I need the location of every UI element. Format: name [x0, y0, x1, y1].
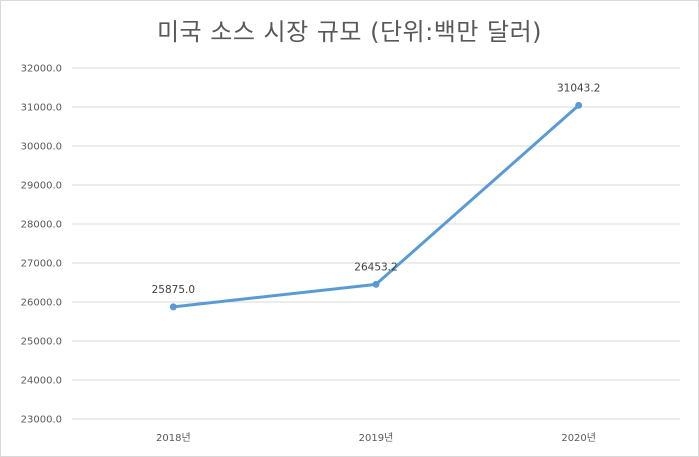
series-line [171, 103, 581, 309]
y-tick-label: 24000.0 [21, 376, 62, 387]
y-tick-label: 26000.0 [21, 298, 62, 309]
data-label: 25875.0 [152, 284, 195, 296]
chart-title: 미국 소스 시장 규모 (단위:백만 달러) [156, 18, 543, 46]
data-labels: 25875.0 26453.2 31043.2 [152, 82, 601, 296]
x-tick-label: 2018년 [156, 432, 191, 444]
y-tick-label: 30000.0 [21, 142, 62, 153]
y-tick-label: 27000.0 [21, 259, 62, 270]
data-point [169, 303, 177, 311]
y-axis-ticks: 23000.0 24000.0 25000.0 26000.0 27000.0 28000… [21, 64, 62, 426]
y-tick-label: 28000.0 [21, 220, 62, 231]
y-tick-label: 23000.0 [21, 415, 62, 426]
data-label: 26453.2 [354, 261, 397, 273]
x-axis-ticks: 2018년 2019년 2020년 [156, 432, 596, 444]
data-point [575, 101, 583, 109]
series-line-path [171, 103, 581, 309]
x-tick-label: 2020년 [561, 432, 596, 444]
data-points [169, 101, 583, 311]
y-tick-label: 31000.0 [21, 103, 62, 114]
data-point [372, 280, 380, 288]
y-tick-label: 29000.0 [21, 181, 62, 192]
x-tick-label: 2019년 [359, 432, 394, 444]
y-tick-label: 32000.0 [21, 64, 62, 75]
gridlines [72, 67, 680, 420]
y-tick-label: 25000.0 [21, 337, 62, 348]
data-label: 31043.2 [557, 82, 600, 94]
